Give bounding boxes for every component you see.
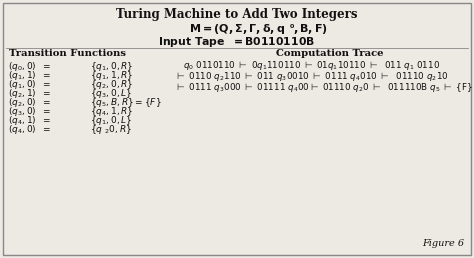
Text: $( q_2 , 1 )\ \ =\ $: $( q_2 , 1 )\ \ =\ $ <box>8 87 52 100</box>
Text: $\{ q_2 , 0 , R \}$: $\{ q_2 , 0 , R \}$ <box>90 78 134 91</box>
Text: $\vdash$ 0110 $q_2$110 $\vdash$ 011 $q_3$0010 $\vdash$ 0111 $q_4$010 $\vdash$  0: $\vdash$ 0110 $q_2$110 $\vdash$ 011 $q_3… <box>175 70 448 83</box>
Text: Figure 6: Figure 6 <box>422 239 464 248</box>
Text: $\mathbf{, B , F )}$: $\mathbf{, B , F )}$ <box>293 22 328 36</box>
Text: $\mathbf{M = ( Q , \Sigma , \Gamma , \delta , q}$: $\mathbf{M = ( Q , \Sigma , \Gamma , \de… <box>189 22 285 36</box>
Text: $\vdash$ 0111 $q_3$000 $\vdash$ 01111 $q_4$00$\vdash$ 01110 $q_2$0 $\vdash$  011: $\vdash$ 0111 $q_3$000 $\vdash$ 01111 $q… <box>175 81 473 94</box>
Text: $( q_1 , 1 )\ \ =\ $: $( q_1 , 1 )\ \ =\ $ <box>8 69 52 82</box>
Text: Turing Machine to Add Two Integers: Turing Machine to Add Two Integers <box>116 8 358 21</box>
Text: $\{ q\ _2 0 , R \}$: $\{ q\ _2 0 , R \}$ <box>90 123 132 136</box>
Text: $( q_0 , 0 )\ \ =\ $: $( q_0 , 0 )\ \ =\ $ <box>8 60 52 73</box>
Text: $\{ q_1 , 0 , L \}$: $\{ q_1 , 0 , L \}$ <box>90 114 132 127</box>
Text: $\mathbf{{}_{0}}$: $\mathbf{{}_{0}}$ <box>289 22 295 31</box>
Text: $( q_4 , 0 )\ \ =\ $: $( q_4 , 0 )\ \ =\ $ <box>8 123 52 136</box>
Text: $\{ q_1 , 1 , R \}$: $\{ q_1 , 1 , R \}$ <box>90 69 134 82</box>
Text: $\{ q_5 , B , R \} = \{F\}$: $\{ q_5 , B , R \} = \{F\}$ <box>90 96 162 109</box>
Text: $( q_2 , 0 )\ \ =\ $: $( q_2 , 0 )\ \ =\ $ <box>8 96 52 109</box>
Text: Computation Trace: Computation Trace <box>276 49 384 58</box>
Text: $( q_1 , 0 )\ \ =\ $: $( q_1 , 0 )\ \ =\ $ <box>8 78 52 91</box>
Text: $\mathbf{Input\ Tape\ \ =B0110110B}$: $\mathbf{Input\ Tape\ \ =B0110110B}$ <box>158 35 316 49</box>
Text: Transition Functions: Transition Functions <box>9 49 127 58</box>
Text: $\{ q_3 , 0 , L \}$: $\{ q_3 , 0 , L \}$ <box>90 87 132 100</box>
Text: $\{ q_1 , 0 , R \}$: $\{ q_1 , 0 , R \}$ <box>90 60 134 73</box>
Text: $q_0$ 0110110 $\vdash$ 0$q_1$110110 $\vdash$ 01$q_1$10110 $\vdash$  011 $q_1$ 01: $q_0$ 0110110 $\vdash$ 0$q_1$110110 $\vd… <box>183 59 440 72</box>
Text: $( q_4 , 1 )\ \ =\ $: $( q_4 , 1 )\ \ =\ $ <box>8 114 52 127</box>
Text: $( q_3 , 0 )\ \ =\ $: $( q_3 , 0 )\ \ =\ $ <box>8 105 52 118</box>
Text: $\{ q_4 , 1 , R \}$: $\{ q_4 , 1 , R \}$ <box>90 105 134 118</box>
